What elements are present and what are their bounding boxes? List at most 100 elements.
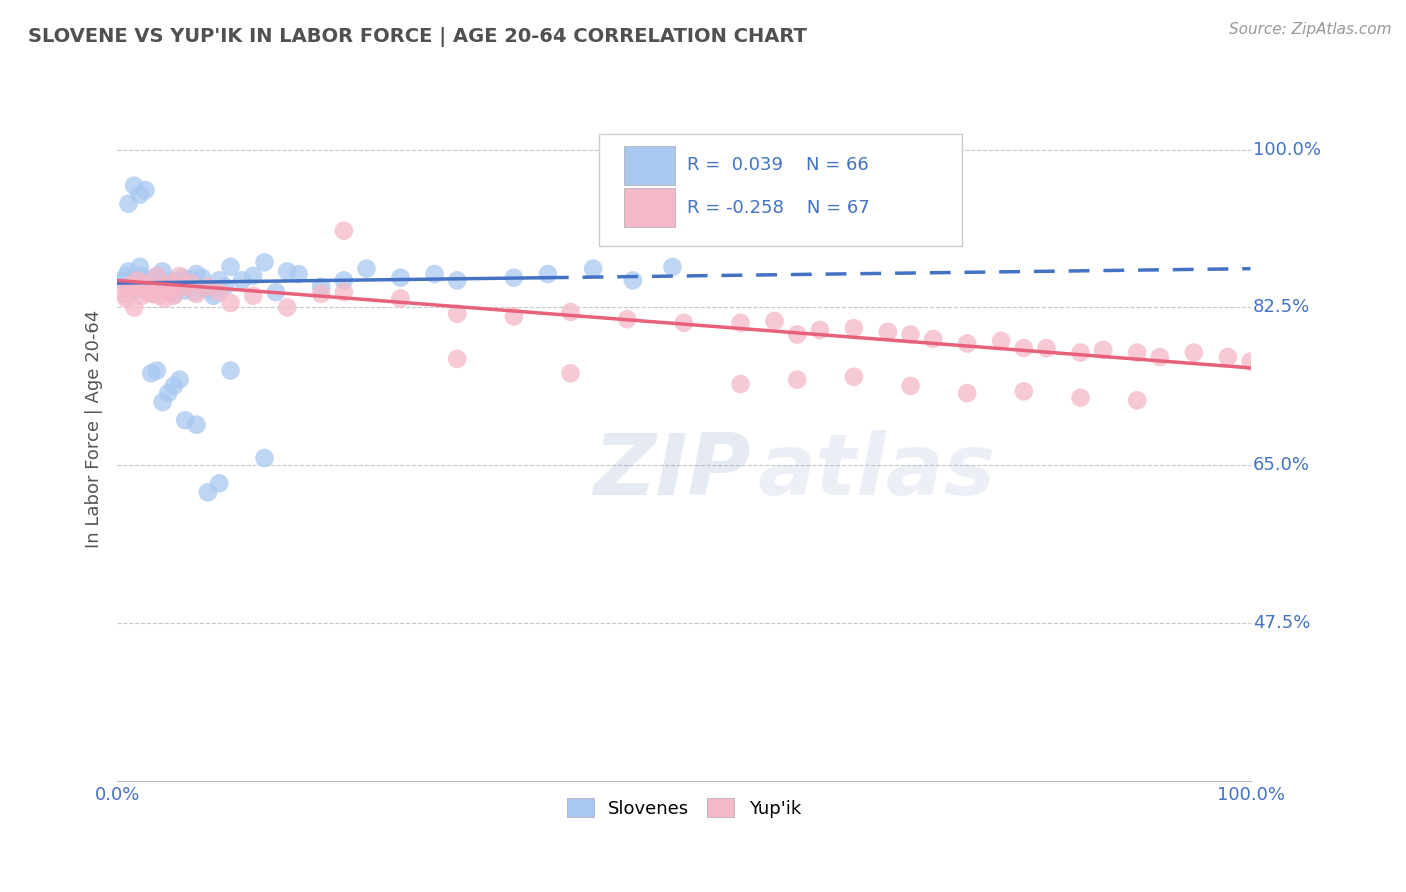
Point (786, 327, 808, 342)
Point (219, 363, 242, 377)
Point (309, 287, 332, 301)
Text: 65.0%: 65.0% (1253, 457, 1310, 475)
Point (141, 282, 163, 296)
Point (152, 395, 174, 409)
Point (128, 279, 150, 293)
Point (219, 296, 242, 310)
Point (135, 183, 157, 197)
Point (956, 336, 979, 351)
Point (242, 268, 264, 283)
Point (287, 267, 309, 281)
Point (111, 273, 134, 287)
Point (122, 301, 145, 315)
Text: 82.5%: 82.5% (1253, 299, 1310, 317)
Point (1070, 345, 1092, 359)
Point (174, 413, 197, 427)
Point (186, 287, 208, 301)
Point (165, 279, 187, 293)
Point (146, 363, 169, 377)
Text: atlas: atlas (758, 430, 995, 513)
Point (174, 283, 197, 297)
Point (111, 287, 134, 301)
Point (117, 264, 139, 278)
Text: R = -0.258    N = 67: R = -0.258 N = 67 (688, 199, 870, 217)
Point (1035, 341, 1057, 355)
Point (808, 323, 831, 337)
Point (120, 277, 142, 292)
FancyBboxPatch shape (624, 146, 675, 185)
Point (333, 285, 356, 299)
Point (136, 285, 159, 299)
Point (142, 287, 165, 301)
Point (560, 366, 582, 380)
Point (1070, 391, 1092, 405)
Point (131, 289, 153, 303)
Point (1126, 345, 1149, 359)
Point (160, 273, 183, 287)
Point (131, 268, 153, 283)
Point (120, 277, 142, 292)
Point (922, 332, 945, 346)
Point (219, 260, 242, 274)
FancyBboxPatch shape (624, 188, 675, 227)
Text: R =  0.039    N = 66: R = 0.039 N = 66 (688, 156, 869, 174)
Point (253, 451, 276, 466)
Point (309, 279, 332, 293)
Point (127, 282, 149, 296)
Point (900, 327, 922, 342)
Point (842, 321, 865, 335)
Point (253, 255, 276, 269)
Point (153, 292, 176, 306)
Point (157, 285, 180, 299)
Point (141, 282, 163, 296)
Point (333, 273, 356, 287)
Point (502, 270, 524, 285)
Point (174, 279, 197, 293)
Point (537, 267, 560, 281)
Point (163, 379, 186, 393)
Point (176, 277, 198, 292)
Point (186, 267, 208, 281)
Point (389, 292, 412, 306)
Point (264, 285, 287, 299)
Point (389, 270, 412, 285)
Point (956, 386, 979, 401)
Point (990, 334, 1012, 348)
Point (197, 485, 219, 500)
Point (163, 289, 186, 303)
Point (730, 377, 752, 392)
Point (560, 305, 582, 319)
Point (197, 279, 219, 293)
Point (163, 287, 186, 301)
Point (172, 270, 194, 285)
Point (276, 264, 298, 278)
Point (333, 224, 356, 238)
Point (900, 379, 922, 393)
Point (202, 289, 225, 303)
Point (672, 316, 695, 330)
Point (208, 476, 231, 491)
Point (191, 270, 214, 285)
Point (423, 267, 446, 281)
Point (786, 373, 808, 387)
Point (127, 273, 149, 287)
Point (763, 314, 786, 328)
Point (128, 260, 150, 274)
Legend: Slovenes, Yup'ik: Slovenes, Yup'ik (560, 791, 808, 825)
Point (1012, 341, 1035, 355)
Point (148, 289, 170, 303)
Point (157, 277, 180, 292)
Point (446, 273, 468, 287)
Point (122, 273, 145, 287)
Point (876, 325, 898, 339)
Point (152, 279, 174, 293)
Point (141, 366, 163, 380)
Text: Source: ZipAtlas.com: Source: ZipAtlas.com (1229, 22, 1392, 37)
Text: SLOVENE VS YUP'IK IN LABOR FORCE | AGE 20-64 CORRELATION CHART: SLOVENE VS YUP'IK IN LABOR FORCE | AGE 2… (28, 27, 807, 46)
Point (276, 301, 298, 315)
Point (208, 273, 231, 287)
Point (356, 261, 378, 276)
Point (148, 273, 170, 287)
Point (180, 276, 202, 290)
Point (146, 268, 169, 283)
